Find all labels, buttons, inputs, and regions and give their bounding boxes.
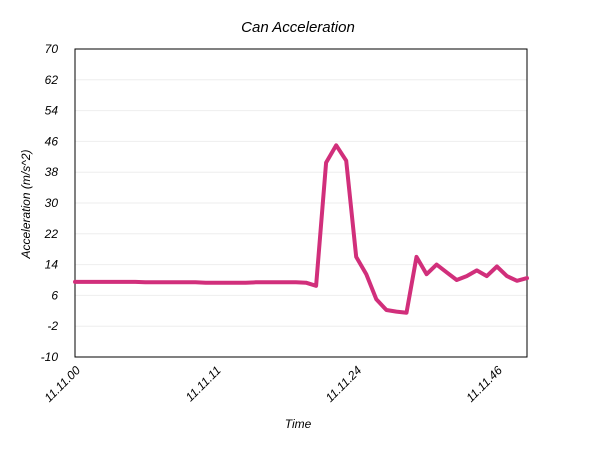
x-tick-label: 11.11.46 [463,363,505,405]
y-tick-label: 22 [44,227,59,241]
y-tick-label: 30 [45,196,59,210]
y-tick-label: 62 [45,73,59,87]
y-tick-label: 70 [45,42,59,56]
data-line [73,143,529,315]
x-tick-label: 11.11.00 [41,363,83,405]
y-axis-label: Acceleration (m/s^2) [19,150,33,260]
y-tick-label: 14 [45,258,59,272]
plot-frame [74,48,528,358]
chart-title: Can Acceleration [241,19,355,36]
x-axis-label: Time [285,417,312,431]
y-tick-label: 54 [45,104,59,118]
x-tick-label: 11.11.24 [323,363,365,405]
y-tick-label: -10 [41,350,59,364]
x-tick-label: 11.11.11 [183,363,224,404]
y-tick-label: 6 [51,288,58,302]
y-tick-label: 46 [45,134,59,148]
y-tick-label: -2 [47,319,58,333]
y-tick-label: 38 [45,165,59,179]
